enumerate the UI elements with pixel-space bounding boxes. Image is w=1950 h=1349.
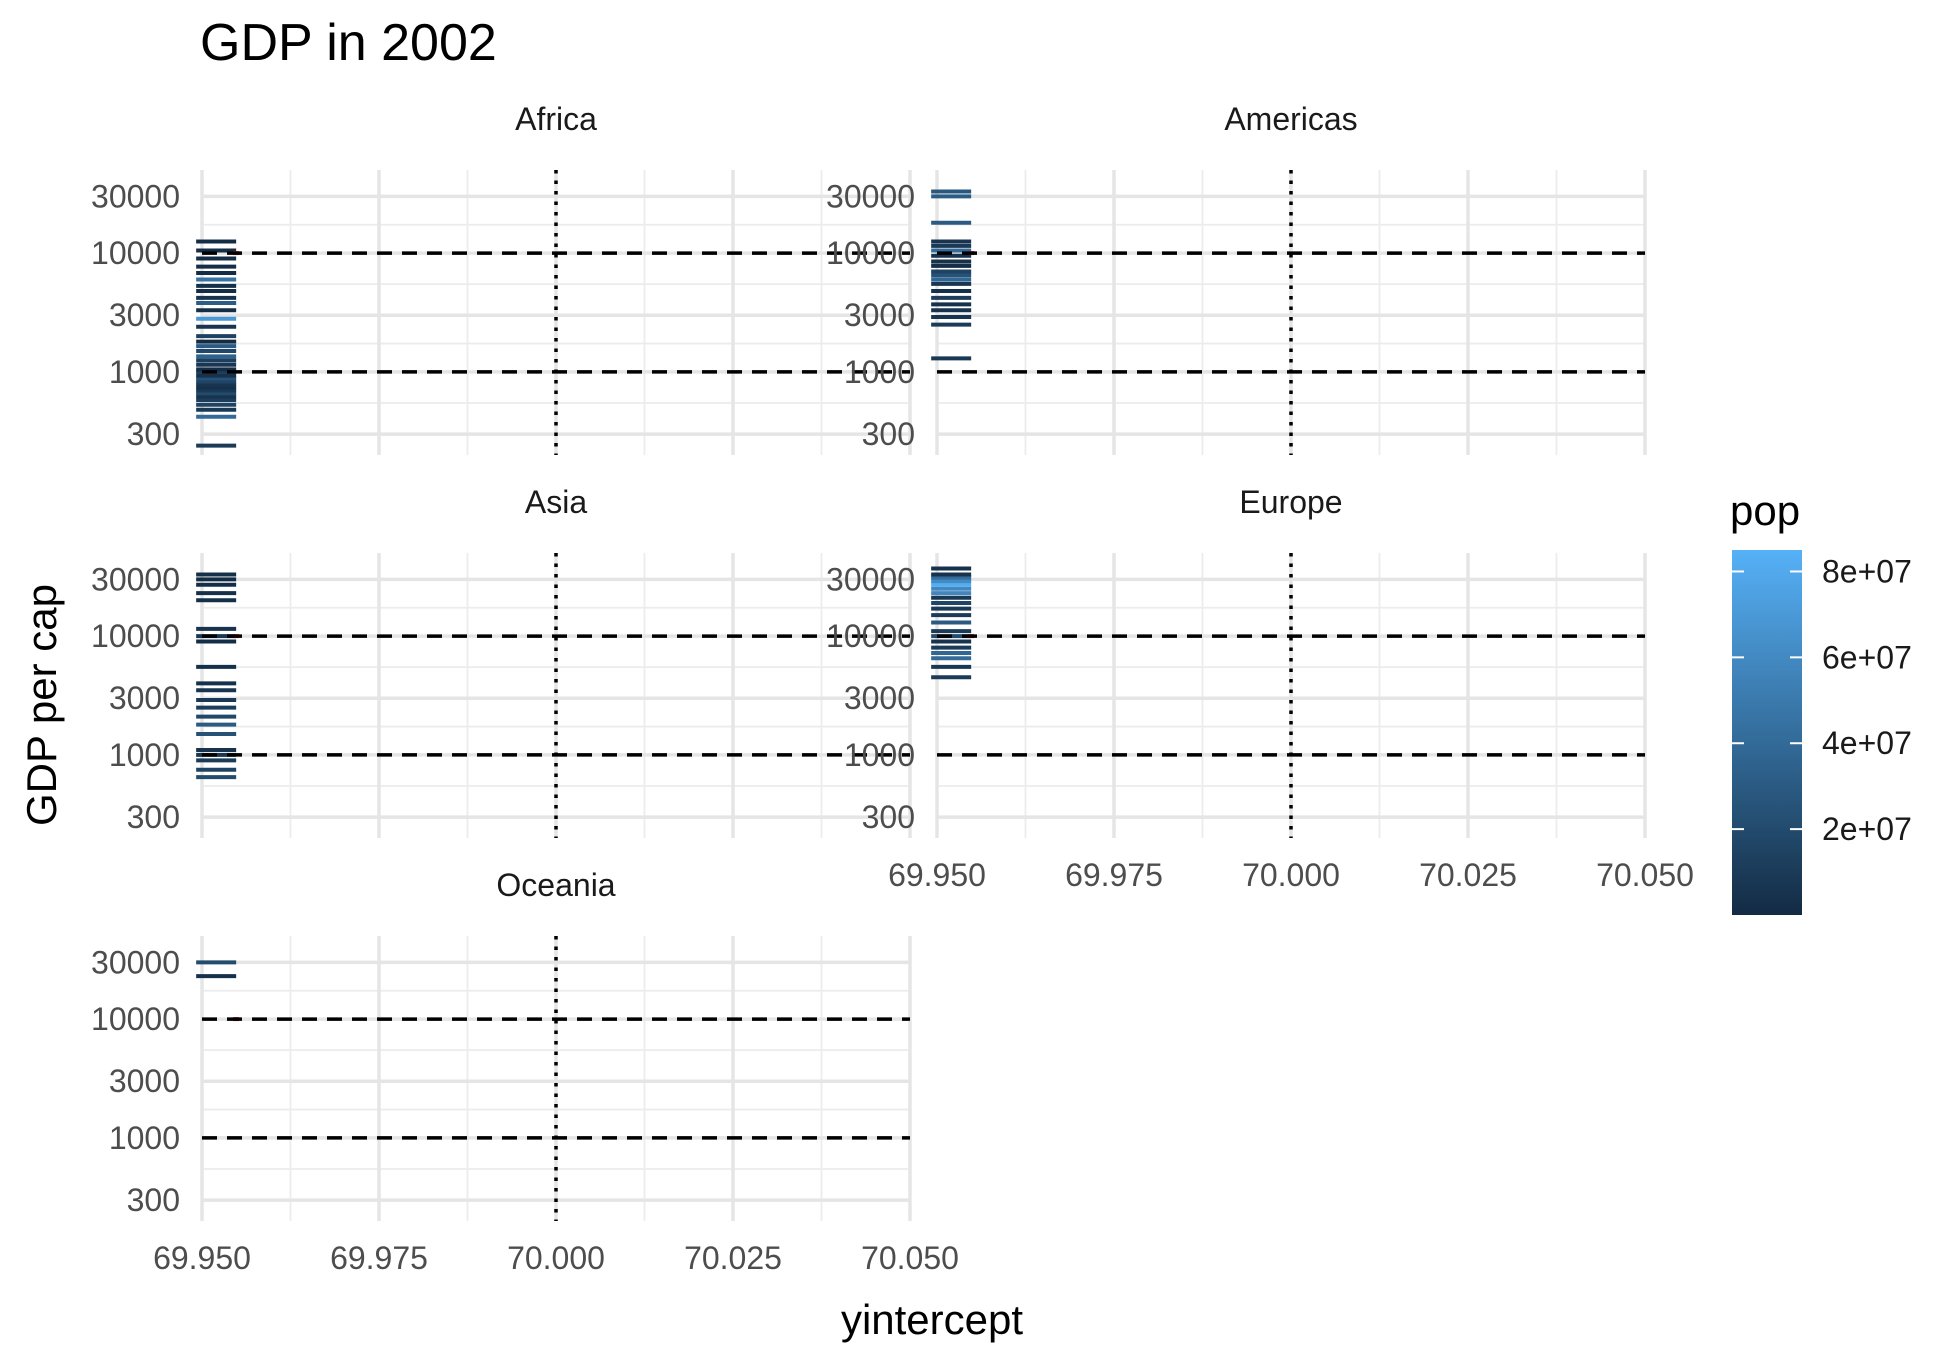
y-tick-label: 1000	[109, 354, 180, 390]
facet-label-africa: Africa	[515, 101, 597, 137]
y-tick-label: 1000	[109, 737, 180, 773]
y-tick-label: 300	[127, 416, 180, 452]
facet-label-europe: Europe	[1239, 484, 1342, 520]
facet-label-asia: Asia	[525, 484, 587, 520]
y-tick-label: 1000	[109, 1120, 180, 1156]
legend-label: 4e+07	[1822, 725, 1912, 761]
y-axis-title: GDP per cap	[18, 584, 65, 826]
legend-label: 2e+07	[1822, 811, 1912, 847]
y-tick-label: 10000	[91, 1001, 180, 1037]
x-tick-label: 70.050	[861, 1240, 959, 1276]
x-tick-label: 70.050	[1596, 857, 1694, 893]
x-tick-label: 70.000	[1242, 857, 1340, 893]
y-tick-label: 1000	[844, 737, 915, 773]
x-tick-label: 69.950	[888, 857, 986, 893]
y-tick-label: 10000	[91, 618, 180, 654]
x-tick-label: 69.975	[330, 1240, 428, 1276]
y-tick-label: 300	[862, 416, 915, 452]
y-tick-label: 10000	[826, 618, 915, 654]
legend-colorbar	[1732, 550, 1802, 915]
y-tick-label: 1000	[844, 354, 915, 390]
y-tick-label: 3000	[109, 297, 180, 333]
y-tick-label: 30000	[91, 178, 180, 214]
legend-label: 8e+07	[1822, 553, 1912, 589]
y-tick-label: 30000	[91, 944, 180, 980]
facet-label-oceania: Oceania	[496, 867, 615, 903]
x-tick-label: 70.025	[1419, 857, 1517, 893]
x-tick-label: 69.975	[1065, 857, 1163, 893]
y-tick-label: 30000	[91, 561, 180, 597]
y-tick-label: 300	[862, 799, 915, 835]
facet-label-americas: Americas	[1224, 101, 1357, 137]
y-tick-label: 30000	[826, 561, 915, 597]
y-tick-label: 3000	[844, 680, 915, 716]
x-tick-label: 70.025	[684, 1240, 782, 1276]
y-tick-label: 30000	[826, 178, 915, 214]
y-tick-label: 10000	[826, 235, 915, 271]
y-tick-label: 300	[127, 799, 180, 835]
x-axis-title: yintercept	[841, 1296, 1023, 1343]
chart-title: GDP in 2002	[200, 14, 497, 72]
y-tick-label: 10000	[91, 235, 180, 271]
x-tick-label: 70.000	[507, 1240, 605, 1276]
y-tick-label: 300	[127, 1182, 180, 1218]
y-tick-label: 3000	[109, 1063, 180, 1099]
legend-title: pop	[1730, 487, 1800, 534]
x-tick-label: 69.950	[153, 1240, 251, 1276]
y-tick-label: 3000	[844, 297, 915, 333]
legend-label: 6e+07	[1822, 639, 1912, 675]
y-tick-label: 3000	[109, 680, 180, 716]
